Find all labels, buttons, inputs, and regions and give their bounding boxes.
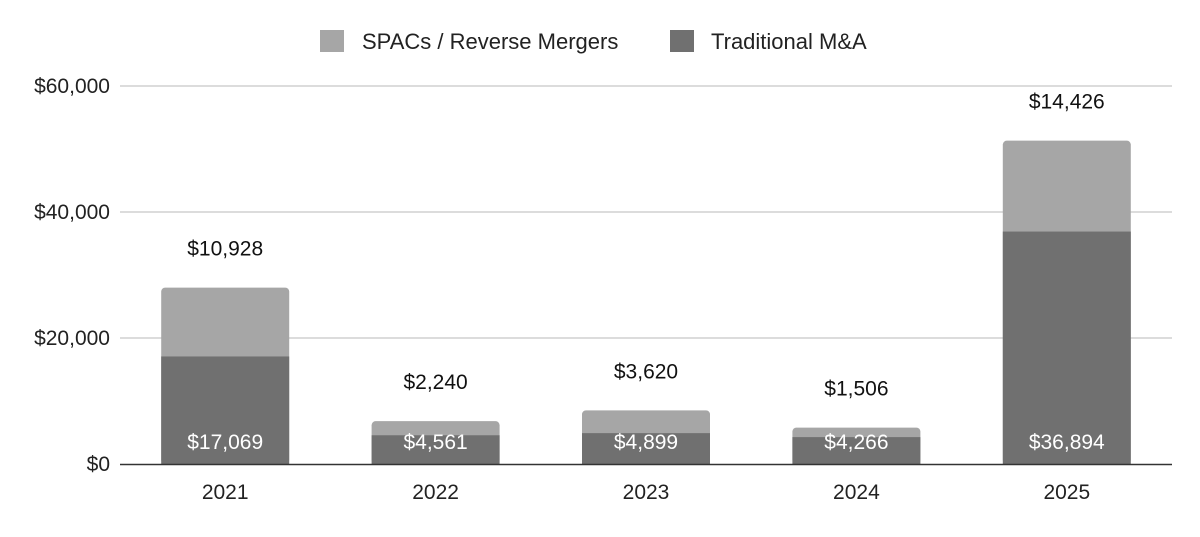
bar-traditional-2024 [792,437,921,464]
bar-traditional-2021 [161,356,290,464]
data-label-spacs-2023: $3,620 [614,360,678,383]
x-tick-label: 2023 [623,481,670,504]
y-tick-label: $20,000 [34,327,110,350]
x-tick-label: 2021 [202,481,249,504]
data-label-traditional-2022: $4,561 [403,431,467,454]
bar-traditional-2022 [371,435,500,464]
x-tick-label: 2024 [833,481,880,504]
data-label-traditional-2024: $4,266 [824,431,888,454]
legend-swatch-spacs [320,30,344,52]
gridlines [120,85,1172,339]
data-label-traditional-2023: $4,899 [614,431,678,454]
legend-label-traditional: Traditional M&A [711,29,867,54]
data-label-spacs-2024: $1,506 [824,378,888,401]
data-label-spacs-2021: $10,928 [187,238,263,261]
legend-label-spacs: SPACs / Reverse Mergers [362,29,618,54]
legend-swatch-traditional [670,30,694,52]
data-label-traditional-2025: $36,894 [1029,431,1105,454]
bars [161,140,1131,464]
y-axis-ticks: $0 $20,000 $40,000 $60,000 [34,75,110,476]
x-tick-label: 2022 [412,481,459,504]
data-labels: $10,928 $17,069 $2,240 $4,561 $3,620 $4,899 $1… [187,91,1105,454]
legend: SPACs / Reverse Mergers Traditional M&A [320,29,867,54]
y-tick-label: $40,000 [34,201,110,224]
x-axis-ticks: 2021 2022 2023 2024 2025 [202,481,1090,504]
data-label-spacs-2025: $14,426 [1029,91,1105,114]
data-label-spacs-2022: $2,240 [403,371,467,394]
bar-traditional-2023 [582,433,710,464]
y-tick-label: $0 [87,453,110,476]
bar-traditional-2025 [1002,231,1131,464]
x-tick-label: 2025 [1043,481,1090,504]
data-label-traditional-2021: $17,069 [187,431,263,454]
y-tick-label: $60,000 [34,75,110,98]
